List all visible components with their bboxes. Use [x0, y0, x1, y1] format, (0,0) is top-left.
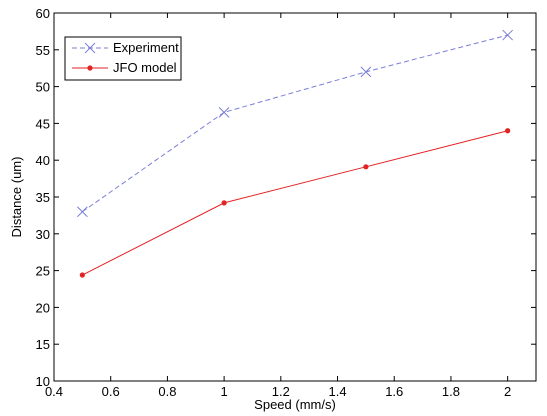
legend-label-experiment: Experiment: [113, 40, 179, 55]
y-tick-label: 60: [36, 6, 50, 21]
y-tick-label: 55: [36, 43, 50, 58]
series-line-experiment: [82, 34, 508, 213]
data-point-experiment: [76, 206, 88, 218]
data-point-jfo-model: [221, 200, 227, 206]
data-point-experiment: [218, 107, 230, 118]
legend-label-jfo: JFO model: [113, 60, 177, 75]
y-tick-label: 35: [36, 190, 50, 205]
x-axis-label: Speed (mm/s): [254, 397, 336, 412]
y-tick-label: 20: [36, 300, 50, 315]
data-point-jfo-model: [363, 164, 369, 170]
x-tick-label: 1: [221, 384, 228, 399]
y-tick-label: 15: [36, 337, 50, 352]
x-tick-label: 1.4: [328, 384, 346, 399]
legend: Experiment JFO model: [64, 36, 182, 81]
x-tick-label: 0.6: [102, 384, 120, 399]
data-point-experiment: [360, 66, 372, 78]
x-tick-label: 1.6: [385, 384, 403, 399]
series-group: [76, 29, 514, 278]
y-tick-label: 25: [36, 264, 50, 279]
x-tick-label: 0.4: [45, 384, 63, 399]
x-tick-label: 2: [504, 384, 511, 399]
data-point-jfo-model: [505, 128, 511, 134]
x-tick-label: 1.8: [442, 384, 460, 399]
legend-marker-jfo: [87, 65, 93, 71]
y-tick-label: 30: [36, 227, 50, 242]
y-axis-label: Distance (um): [9, 157, 24, 238]
y-tick-label: 40: [36, 153, 50, 168]
series-line-jfo-model: [82, 130, 508, 276]
y-tick-label: 45: [36, 116, 50, 131]
legend-marker-experiment: [84, 42, 96, 54]
data-point-experiment: [502, 29, 514, 41]
x-tick-label: 0.8: [158, 384, 176, 399]
y-tick-label: 50: [36, 80, 50, 95]
ticks-group: 0.4 0.6 0.8 1 1.2 1.4 1.6 1.8 2 10 15 20 25 30 35 40 45 5…: [36, 6, 536, 399]
legend-box: [64, 36, 182, 81]
x-tick-label: 1.2: [272, 384, 290, 399]
y-tick-label: 10: [36, 374, 50, 389]
data-point-jfo-model: [79, 272, 85, 278]
